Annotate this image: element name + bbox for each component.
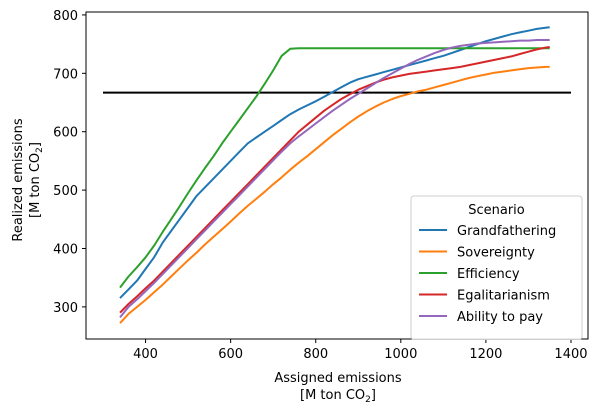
legend-label-efficiency: Efficiency (457, 267, 520, 282)
y-axis-label-prefix: [M ton CO (28, 153, 43, 218)
y-tick-label: 800 (53, 9, 78, 24)
series-line-sovereignty (119, 65, 550, 324)
x-axis-label-sub: 2 (365, 395, 371, 405)
series-line-ability-to-pay (119, 39, 550, 319)
series-line-egalitarianism (119, 46, 550, 314)
y-axis-label-line1: Realized emissions (11, 118, 26, 241)
x-tick-label: 1400 (554, 347, 587, 362)
y-tick-label: 300 (53, 301, 78, 316)
plot-frame (85, 11, 589, 340)
legend-label-egalitarianism: Egalitarianism (457, 289, 550, 304)
x-tick-label: 600 (218, 347, 243, 362)
x-axis-label-prefix: [M ton CO (300, 388, 365, 403)
x-axis-label-suffix: ] (371, 388, 376, 403)
y-axis-label-sub: 2 (35, 147, 45, 153)
x-tick-label: 400 (133, 347, 158, 362)
legend-title: Scenario (468, 203, 525, 218)
x-tick-label: 800 (303, 347, 328, 362)
y-tick-label: 600 (53, 126, 78, 141)
legend-box (410, 195, 583, 340)
x-tick-label: 1000 (384, 347, 417, 362)
x-axis-label-line2: [M ton CO2] (300, 388, 376, 405)
x-axis-label-line1: Assigned emissions (274, 371, 402, 386)
y-axis-label-suffix: ] (28, 142, 43, 147)
y-tick-label: 700 (53, 67, 78, 82)
legend: Scenario Grandfathering Sovereignty Efficie… (410, 195, 583, 340)
axis-labels: Assigned emissions [M ton CO2] Realized … (11, 118, 402, 405)
legend-label-sovereignty: Sovereignty (457, 246, 535, 261)
axes: 400 600 800 1000 1200 1400 300 400 500 600 700 800 (53, 9, 589, 362)
x-tick-label: 1200 (469, 347, 502, 362)
legend-label-ability-to-pay: Ability to pay (457, 310, 543, 325)
legend-label-grandfathering: Grandfathering (457, 224, 556, 239)
y-tick-label: 500 (53, 184, 78, 199)
plot-area (103, 26, 571, 324)
y-tick-label: 400 (53, 242, 78, 257)
y-axis-label-line2: [M ton CO2] (28, 142, 45, 218)
series-line-efficiency (119, 47, 550, 289)
